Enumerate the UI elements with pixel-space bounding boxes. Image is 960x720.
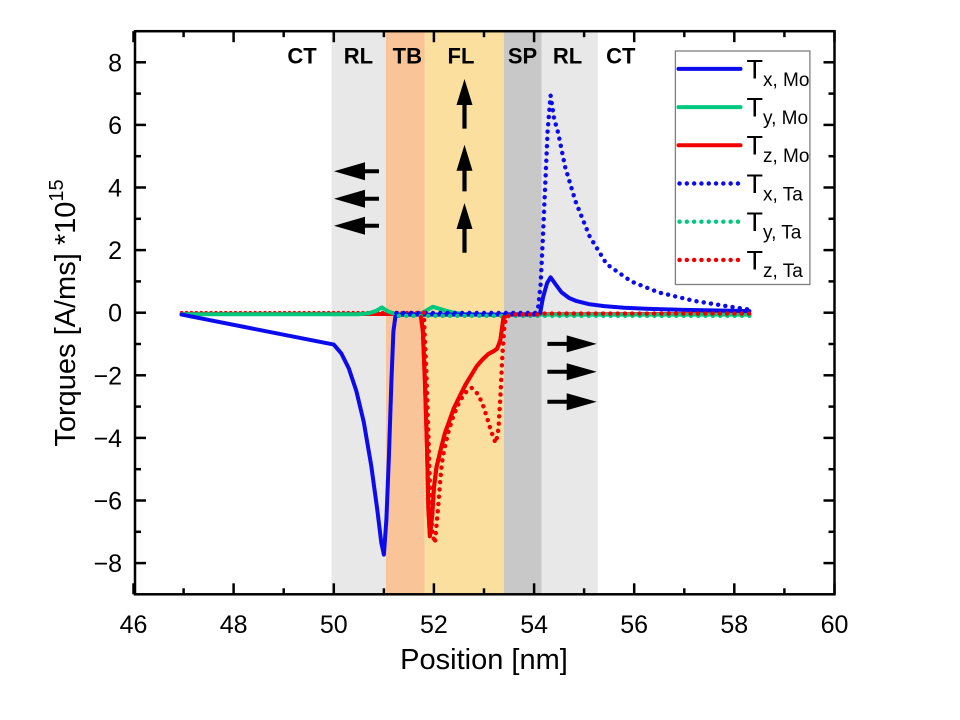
svg-text:46: 46: [120, 611, 148, 639]
svg-text:−4: −4: [93, 425, 122, 453]
svg-text:52: 52: [420, 611, 448, 639]
svg-text:60: 60: [821, 611, 849, 639]
svg-text:54: 54: [520, 611, 548, 639]
svg-text:Torques [A/ms] *1015: Torques [A/ms] *1015: [46, 179, 82, 446]
svg-text:8: 8: [108, 49, 122, 77]
svg-text:SP: SP: [508, 44, 537, 69]
svg-text:CT: CT: [606, 44, 636, 69]
svg-text:−8: −8: [93, 550, 122, 578]
svg-text:4: 4: [108, 175, 122, 203]
svg-text:CT: CT: [287, 44, 317, 69]
svg-text:48: 48: [220, 611, 248, 639]
svg-text:6: 6: [108, 112, 122, 140]
svg-text:−6: −6: [93, 488, 122, 516]
svg-text:50: 50: [320, 611, 348, 639]
svg-text:−2: −2: [93, 362, 122, 390]
svg-text:RL: RL: [553, 44, 582, 69]
svg-text:RL: RL: [344, 44, 373, 69]
svg-text:2: 2: [108, 237, 122, 265]
svg-text:56: 56: [620, 611, 648, 639]
svg-text:0: 0: [108, 300, 122, 328]
svg-text:58: 58: [720, 611, 748, 639]
svg-text:FL: FL: [448, 44, 475, 69]
svg-text:Position [nm]: Position [nm]: [400, 644, 568, 676]
svg-text:TB: TB: [393, 44, 422, 69]
